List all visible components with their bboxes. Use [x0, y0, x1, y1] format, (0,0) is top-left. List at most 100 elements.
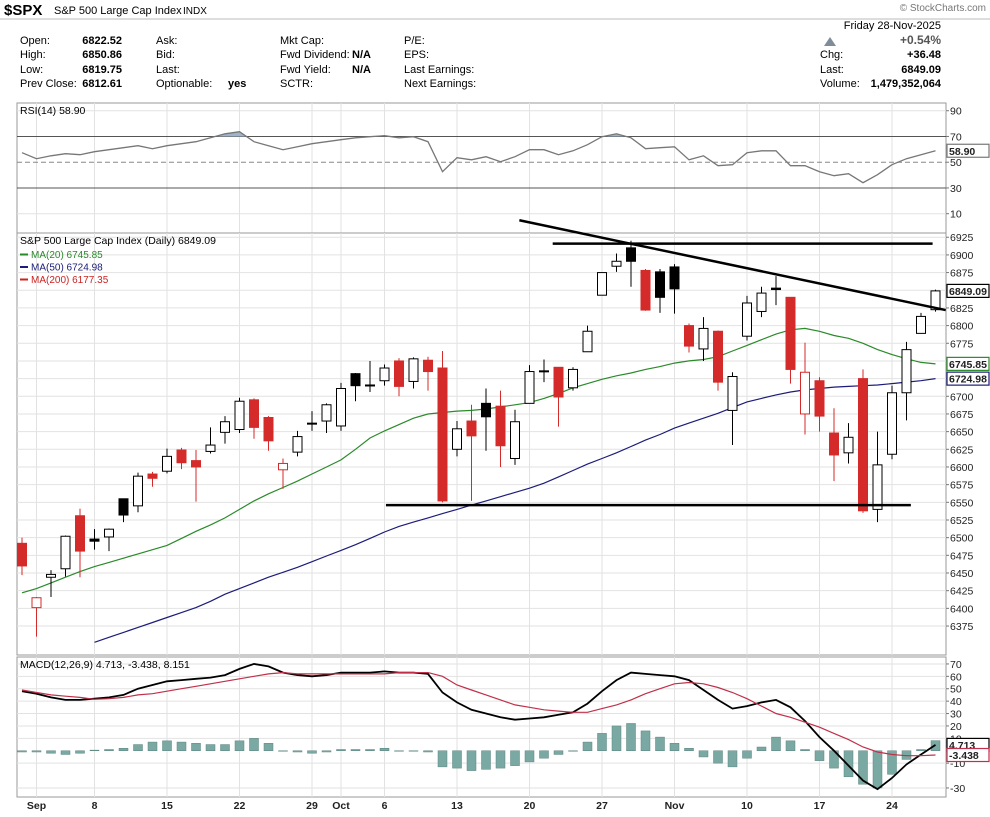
candle-body [466, 420, 477, 437]
candle-body [597, 272, 607, 296]
histogram-bar [220, 744, 230, 751]
panel-frame [16, 102, 947, 234]
candle-body [771, 287, 781, 291]
info-label: Next Earnings: [404, 78, 476, 90]
info-label: High: [20, 49, 46, 61]
y-tick-label: 6475 [950, 550, 974, 562]
y-tick-label: 6575 [950, 480, 974, 492]
histogram-bar [713, 750, 723, 764]
histogram-bar [365, 749, 375, 751]
candle-body [495, 405, 506, 447]
histogram-bar [46, 750, 56, 754]
histogram-bar [916, 749, 926, 751]
candle-body [133, 475, 143, 507]
histogram-bar [814, 750, 825, 761]
candle-body [437, 367, 448, 502]
value-box [946, 143, 990, 158]
y-tick-label: 6600 [950, 462, 974, 474]
candle-body [481, 402, 491, 418]
histogram-bar [336, 749, 346, 751]
info-label: Chg: [820, 49, 843, 61]
candle-body [785, 296, 796, 370]
info-value: N/A [352, 49, 371, 61]
rsi-line [21, 131, 936, 184]
candle-body [727, 375, 738, 411]
candle-body [46, 573, 56, 578]
candle-body [408, 358, 419, 382]
y-tick-label: 6525 [950, 515, 974, 527]
value-box [946, 371, 990, 386]
histogram-bar [89, 749, 100, 751]
change-percent: +0.54% [900, 33, 941, 47]
histogram-bar [31, 750, 42, 753]
info-value: 6849.09 [901, 64, 941, 76]
candle-body [843, 436, 854, 454]
histogram-bar [263, 743, 274, 751]
histogram-bar [843, 750, 854, 778]
histogram-bar [133, 744, 143, 751]
candle-body [75, 515, 85, 552]
y-tick-label: 6550 [950, 497, 974, 509]
x-tick-label: Oct [332, 800, 350, 812]
y-tick-label: 50 [950, 157, 962, 169]
y-tick-label: 40 [950, 696, 962, 708]
info-value: yes [228, 78, 246, 90]
histogram-bar [771, 736, 781, 751]
histogram-bar [640, 730, 651, 751]
info-label: Bid: [156, 49, 175, 61]
candle-body [205, 444, 216, 452]
candle-body [626, 247, 636, 262]
x-tick-label: 24 [886, 800, 898, 812]
candle-body [379, 367, 390, 382]
candle-body [669, 266, 680, 290]
moving-average [94, 378, 936, 643]
candle-body [336, 388, 346, 427]
info-label: Last: [156, 64, 180, 76]
x-tick-label: 13 [451, 800, 463, 812]
panel-title: MACD(12,26,9) 4.713, -3.438, 8.151 [20, 659, 190, 671]
info-label: EPS: [404, 49, 429, 61]
histogram-bar [466, 750, 477, 771]
candle-body [147, 473, 158, 479]
candle-body [17, 542, 27, 567]
histogram-bar [394, 750, 404, 752]
candle-body [800, 371, 810, 415]
y-tick-label: 6450 [950, 568, 974, 580]
histogram-bar [423, 750, 433, 753]
info-label: SCTR: [280, 78, 313, 90]
candle-body [60, 535, 71, 570]
x-tick-label: Sep [27, 800, 46, 812]
legend-entry: MA(200) 6177.35 [31, 275, 109, 286]
candle-body [713, 330, 723, 383]
histogram-bar [481, 750, 491, 770]
candle-body [539, 370, 549, 373]
x-tick-label: 27 [596, 800, 608, 812]
y-tick-label: 6775 [950, 338, 974, 350]
info-label: Fwd Yield: [280, 64, 331, 76]
symbol: $SPX [4, 2, 42, 19]
candle-body [553, 366, 564, 398]
candle-body [191, 460, 201, 468]
value-box-label: 58.90 [949, 146, 975, 158]
y-tick-label: 10 [950, 209, 962, 221]
candle-body [292, 436, 303, 453]
candle-body [524, 371, 535, 404]
histogram-bar [698, 750, 709, 758]
histogram-bar [205, 744, 216, 751]
x-tick-label: 8 [92, 800, 98, 812]
histogram-bar [669, 743, 680, 751]
value-box [946, 747, 990, 763]
y-tick-label: 6625 [950, 444, 974, 456]
candle-body [858, 378, 868, 512]
exchange: INDX [183, 6, 207, 17]
y-tick-label: 50 [950, 684, 962, 696]
y-tick-label: 6400 [950, 603, 974, 615]
candle-body [118, 498, 129, 516]
histogram-bar [249, 738, 259, 751]
y-tick-label: 6900 [950, 250, 974, 262]
histogram-bar [510, 750, 520, 766]
info-label: Prev Close: [20, 78, 77, 90]
candle-body [321, 404, 332, 422]
histogram-bar [887, 750, 897, 775]
histogram-bar [655, 736, 665, 751]
